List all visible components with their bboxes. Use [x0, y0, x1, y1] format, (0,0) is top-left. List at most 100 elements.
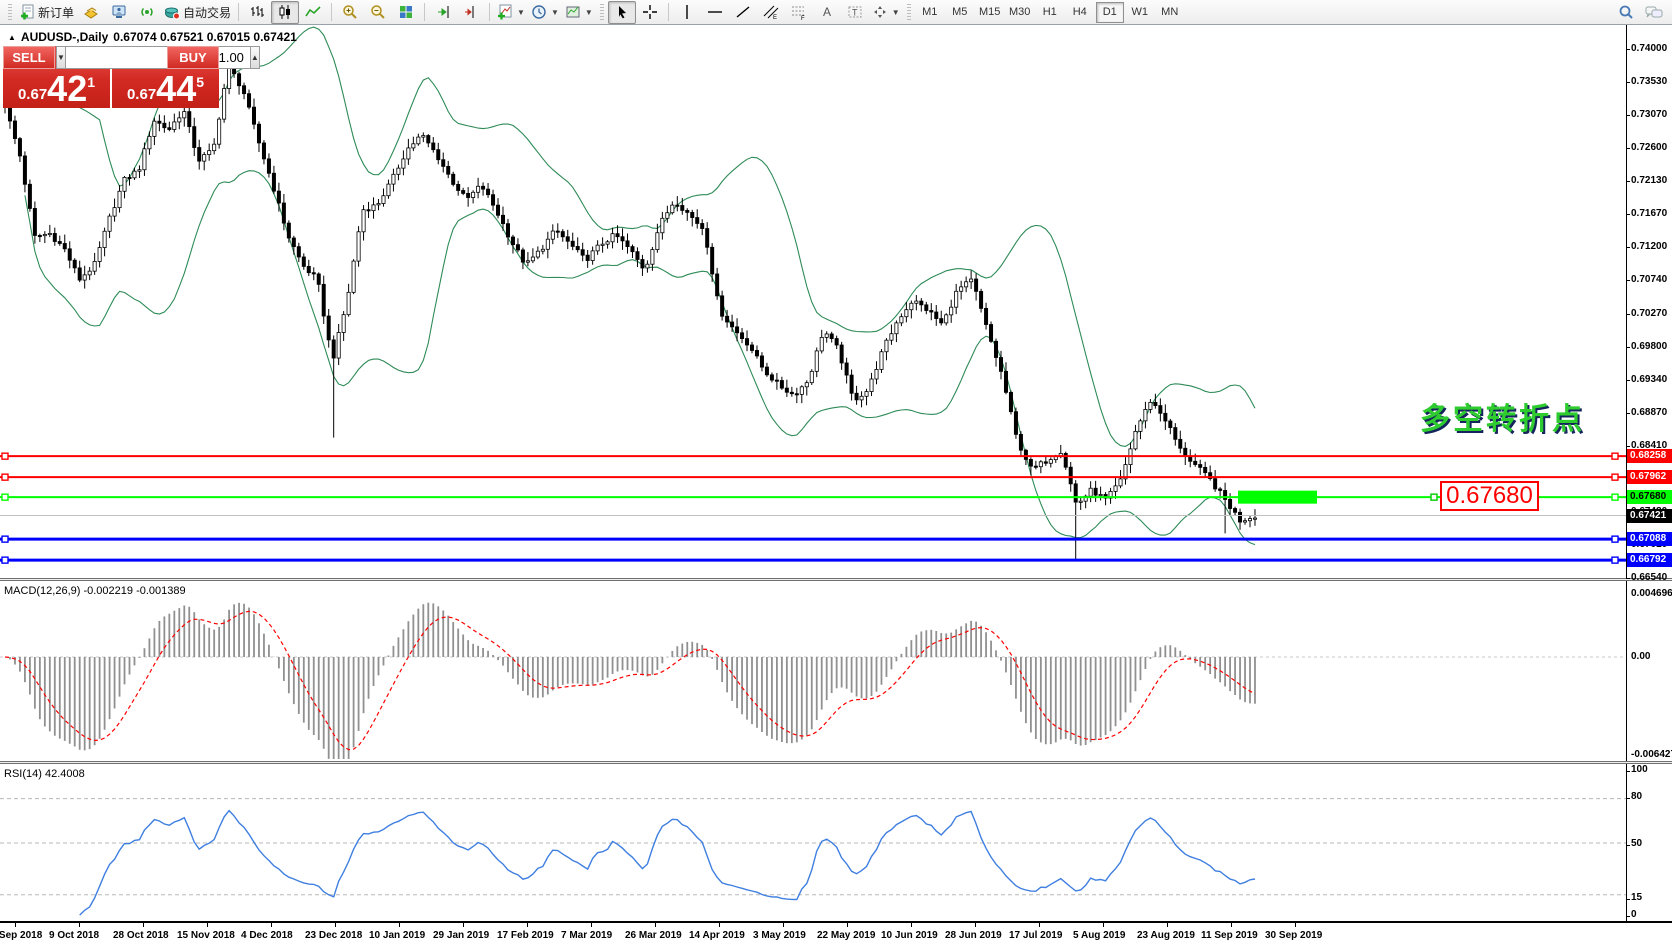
candle-body — [371, 204, 376, 212]
auto-scroll-button[interactable] — [429, 1, 457, 24]
volume-decrease-button[interactable]: ▼ — [56, 46, 66, 69]
line-handle[interactable] — [1611, 452, 1619, 460]
line-handle[interactable] — [1, 535, 9, 543]
toolbar-grip[interactable] — [8, 3, 12, 21]
price-label-box[interactable]: 0.67680 — [1440, 481, 1539, 511]
timeframe-h1[interactable]: H1 — [1042, 6, 1057, 18]
autotrading-button[interactable]: 自动交易 — [161, 1, 234, 24]
candle-body — [680, 205, 685, 211]
search-button[interactable] — [1612, 1, 1640, 24]
candle-body — [336, 332, 341, 359]
candle-body — [466, 192, 471, 198]
signals-button[interactable] — [133, 1, 161, 24]
line-chart-button[interactable] — [299, 1, 327, 24]
tile-windows-button[interactable] — [392, 1, 420, 24]
sell-button[interactable]: SELL — [3, 46, 55, 69]
line-handle[interactable] — [1611, 535, 1619, 543]
timeframe-m5[interactable]: M5 — [952, 6, 968, 18]
volume-input[interactable] — [65, 46, 250, 69]
fibonacci-button[interactable]: F — [785, 1, 813, 24]
pane-splitter-macd[interactable] — [0, 578, 1672, 581]
periods-button[interactable]: ▼ — [528, 1, 562, 24]
candle-body — [496, 204, 501, 216]
candle-body — [824, 333, 829, 338]
timeframe-m30[interactable]: M30 — [1009, 6, 1031, 18]
line-handle[interactable] — [1, 473, 9, 481]
toolbar: 新订单 自动交易 — [0, 0, 1672, 25]
candle-body — [655, 232, 660, 251]
collapse-panel-icon[interactable]: ▲ — [8, 32, 16, 42]
sell-price[interactable]: 0.67 42 1 — [3, 70, 110, 108]
toolbar-grip[interactable] — [599, 3, 604, 21]
volume-increase-button[interactable]: ▲ — [249, 46, 260, 69]
arrows-button[interactable]: ▼ — [869, 1, 903, 24]
rsi-axis-label: 80 — [1631, 791, 1643, 802]
timeframe-m1[interactable]: M1 — [922, 6, 938, 18]
date-axis[interactable]: 20 Sep 2018 9 Oct 2018 28 Oct 2018 15 Nov 2… — [0, 923, 1672, 947]
signals-icon — [139, 4, 155, 20]
text-label-button[interactable]: T — [841, 1, 869, 24]
main-chart-plot[interactable] — [0, 25, 1626, 578]
candle-body — [510, 236, 515, 246]
bull-bear-turning-point-annotation[interactable]: 多空转折点 — [1420, 403, 1585, 436]
vertical-line-button[interactable] — [673, 1, 701, 24]
candle-body — [615, 233, 620, 238]
chart-shift-button[interactable] — [457, 1, 485, 24]
pane-splitter-rsi[interactable] — [0, 761, 1672, 764]
line-handle[interactable] — [1611, 493, 1619, 501]
market-button[interactable] — [77, 1, 105, 24]
candle-body — [525, 260, 530, 263]
templates-button[interactable]: ▼ — [562, 1, 596, 24]
indicators-button[interactable]: ▼ — [494, 1, 528, 24]
timeframe-mn[interactable]: MN — [1161, 6, 1179, 18]
trendline-button[interactable] — [729, 1, 757, 24]
green-rectangle-object[interactable] — [1238, 490, 1317, 504]
buy-button[interactable]: BUY — [167, 46, 219, 69]
vps-button[interactable] — [105, 1, 133, 24]
zoom-in-button[interactable] — [336, 1, 364, 24]
line-handle[interactable] — [1, 493, 9, 501]
candle-body — [451, 173, 456, 185]
toolbar-separator — [489, 3, 491, 21]
candle-body — [346, 291, 351, 316]
candle-body — [177, 117, 182, 123]
price-tick-mark — [1626, 49, 1630, 50]
text-button[interactable]: A — [813, 1, 841, 24]
rsi-tick-mark — [1626, 798, 1630, 799]
candle-body — [934, 311, 939, 319]
candle-body — [1028, 459, 1033, 467]
horizontal-line-button[interactable] — [701, 1, 729, 24]
line-handle[interactable] — [1, 452, 9, 460]
rsi-pane-plot[interactable] — [0, 765, 1626, 921]
candle-body — [197, 147, 202, 162]
timeframe-w1[interactable]: W1 — [1131, 6, 1148, 18]
candlestick-chart-button[interactable] — [271, 0, 300, 24]
cursor-button[interactable] — [607, 0, 636, 24]
crosshair-button[interactable] — [636, 1, 664, 24]
candle-body — [1123, 464, 1128, 480]
candle-body — [296, 246, 301, 258]
price-tick-mark — [1626, 148, 1630, 149]
indicators-icon — [497, 4, 513, 20]
timeframe-m15[interactable]: M15 — [979, 6, 1001, 18]
sell-price-big: 42 — [47, 68, 88, 109]
buy-price[interactable]: 0.67 44 5 — [112, 70, 219, 108]
new-order-button[interactable]: 新订单 — [16, 1, 77, 24]
line-handle[interactable] — [1611, 473, 1619, 481]
chart-background — [0, 25, 1626, 923]
candle-body — [984, 307, 989, 325]
date-tick-mark — [335, 923, 336, 927]
community-button[interactable] — [1640, 1, 1668, 24]
line-handle[interactable] — [1430, 493, 1438, 501]
candle-body — [1138, 420, 1143, 432]
bar-chart-button[interactable] — [243, 1, 271, 24]
candle-body — [1078, 500, 1083, 503]
line-handle[interactable] — [1, 556, 9, 564]
macd-pane-plot[interactable] — [0, 581, 1626, 761]
timeframe-d1[interactable]: D1 — [1095, 1, 1124, 23]
toolbar-grip[interactable] — [906, 3, 911, 21]
zoom-out-button[interactable] — [364, 1, 392, 24]
timeframe-h4[interactable]: H4 — [1072, 6, 1087, 18]
line-handle[interactable] — [1611, 556, 1619, 564]
channel-button[interactable]: E — [757, 1, 785, 24]
